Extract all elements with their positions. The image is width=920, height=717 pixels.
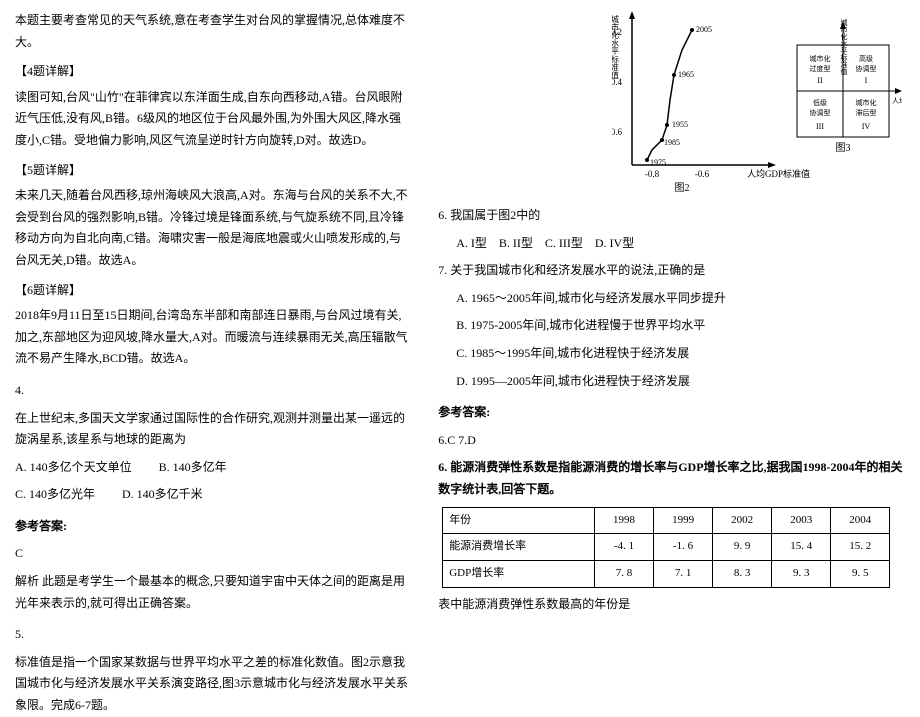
q4-detail-body: 读图可知,台风"山竹"在菲律宾以东洋面生成,自东向西移动,A错。台风眼附近气压低… (15, 87, 408, 152)
q7-line: 7. 关于我国城市化和经济发展水平的说法,正确的是 (438, 260, 905, 282)
svg-text:1975: 1975 (650, 158, 666, 167)
q4-choices: A. 140多亿个天文单位 B. 140多亿年 (15, 457, 408, 479)
q4-answer-label: 参考答案: (15, 516, 408, 538)
r2c2: 7. 1 (654, 561, 713, 588)
table-header-row: 年份 1998 1999 2002 2003 2004 (443, 507, 890, 534)
th-1999: 1999 (654, 507, 713, 534)
q5-stem: 标准值是指一个国家某数据与世界平均水平之差的标准化数值。图2示意我国城市化与经济… (15, 652, 408, 717)
svg-text:I: I (865, 76, 868, 85)
q7-opt-d: D. 1995—2005年间,城市化进程快于经济发展 (456, 371, 905, 393)
svg-text:-0.6: -0.6 (695, 169, 710, 179)
q7-num: 7. (438, 263, 447, 277)
q7-choices: A. 1965～2005年间,城市化与经济发展水平同步提升 B. 1975-20… (438, 288, 905, 392)
r2c5: 9. 5 (831, 561, 890, 588)
svg-text:城市化: 城市化 (809, 54, 830, 63)
q6-choices: A. I型 B. II型 C. III型 D. IV型 (438, 233, 905, 255)
svg-text:人均GDP标准值: 人均GDP标准值 (892, 96, 902, 105)
left-column: 本题主要考查常见的天气系统,意在考查学生对台风的掌握情况,总体难度不大。 【4题… (0, 0, 423, 651)
th-year: 年份 (443, 507, 595, 534)
th-2004: 2004 (831, 507, 890, 534)
svg-text:-0.6: -0.6 (612, 127, 622, 137)
r2c0: GDP增长率 (443, 561, 595, 588)
table-row: GDP增长率 7. 8 7. 1 8. 3 9. 3 9. 5 (443, 561, 890, 588)
q4-explanation: 解析 此题是考学生一个最基本的概念,只要知道宇宙中天体之间的距离是用光年来表示的… (15, 571, 408, 614)
q4-opt-c: C. 140多亿光年 (15, 484, 95, 506)
answer-label-67: 参考答案: (438, 402, 905, 424)
svg-text:城市化水平标准值: 城市化水平标准值 (612, 15, 620, 80)
q6-opt-a: A. I型 (456, 236, 487, 250)
q6-detail-label: 【6题详解】 (15, 280, 408, 302)
q6-line: 6. 我国属于图2中的 (438, 205, 905, 227)
r1c4: 15. 4 (772, 534, 831, 561)
q7-stem: 关于我国城市化和经济发展水平的说法,正确的是 (450, 263, 705, 277)
svg-text:协调型: 协调型 (809, 108, 830, 117)
svg-text:2005: 2005 (696, 25, 712, 34)
answer-67: 6.C 7.D (438, 430, 905, 452)
svg-text:协调型: 协调型 (855, 64, 876, 73)
r2c4: 9. 3 (772, 561, 831, 588)
q6-detail-body: 2018年9月11日至15日期间,台湾岛东半部和南部连日暴雨,与台风过境有关,加… (15, 305, 408, 370)
svg-text:低级: 低级 (813, 98, 827, 107)
q7-opt-b: B. 1975-2005年间,城市化进程慢于世界平均水平 (456, 315, 905, 337)
q4-choices-2: C. 140多亿光年 D. 140多亿千米 (15, 484, 408, 506)
svg-text:II: II (817, 76, 823, 85)
intro-text: 本题主要考查常见的天气系统,意在考查学生对台风的掌握情况,总体难度不大。 (15, 10, 408, 53)
energy-table: 年份 1998 1999 2002 2003 2004 能源消费增长率 -4. … (442, 507, 890, 588)
q6-opt-b: B. II型 (499, 236, 533, 250)
q5-detail-body: 未来几天,随着台风西移,琼州海峡风大浪高,A对。东海与台风的关系不大,不会受到台… (15, 185, 408, 271)
table-row: 能源消费增长率 -4. 1 -1. 6 9. 9 15. 4 15. 2 (443, 534, 890, 561)
figure-block: -0.2 -0.4 -0.6 -0.8 -0.6 人均GDP标准值 1975 1… (612, 5, 902, 195)
svg-text:图3: 图3 (835, 142, 850, 154)
svg-text:-0.8: -0.8 (645, 169, 660, 179)
svg-text:城市化水平标准值: 城市化水平标准值 (840, 19, 848, 76)
r1c3: 9. 9 (713, 534, 772, 561)
q4-answer: C (15, 543, 408, 565)
q6b-followup: 表中能源消费弹性系数最高的年份是 (438, 594, 905, 616)
th-2003: 2003 (772, 507, 831, 534)
r1c0: 能源消费增长率 (443, 534, 595, 561)
q4-opt-a: A. 140多亿个天文单位 (15, 457, 132, 479)
svg-text:人均GDP标准值: 人均GDP标准值 (747, 168, 810, 179)
svg-text:1965: 1965 (678, 70, 694, 79)
r1c1: -4. 1 (595, 534, 654, 561)
svg-text:滞后型: 滞后型 (855, 108, 876, 117)
q7-opt-c: C. 1985～1995年间,城市化进程快于经济发展 (456, 343, 905, 365)
q4-detail-label: 【4题详解】 (15, 61, 408, 83)
q4-opt-d: D. 140多亿千米 (122, 484, 203, 506)
svg-text:1985: 1985 (664, 138, 680, 147)
r2c3: 8. 3 (713, 561, 772, 588)
q6-opt-d: D. IV型 (595, 236, 634, 250)
q6b-line: 6. 能源消费弹性系数是指能源消费的增长率与GDP增长率之比,据我国1998-2… (438, 457, 905, 500)
q4-number: 4. (15, 380, 408, 402)
svg-text:高级: 高级 (859, 54, 873, 63)
r2c1: 7. 8 (595, 561, 654, 588)
q5-detail-label: 【5题详解】 (15, 160, 408, 182)
right-column: -0.2 -0.4 -0.6 -0.8 -0.6 人均GDP标准值 1975 1… (423, 0, 920, 651)
svg-text:城市化: 城市化 (855, 98, 876, 107)
th-1998: 1998 (595, 507, 654, 534)
figures-svg: -0.2 -0.4 -0.6 -0.8 -0.6 人均GDP标准值 1975 1… (612, 5, 902, 195)
q6-opt-c: C. III型 (545, 236, 583, 250)
svg-text:IV: IV (862, 122, 871, 131)
r1c5: 15. 2 (831, 534, 890, 561)
q7-opt-a: A. 1965～2005年间,城市化与经济发展水平同步提升 (456, 288, 905, 310)
q6-stem: 我国属于图2中的 (450, 208, 540, 222)
svg-text:图2: 图2 (674, 182, 689, 194)
th-2002: 2002 (713, 507, 772, 534)
svg-text:1955: 1955 (672, 120, 688, 129)
svg-text:过度型: 过度型 (809, 64, 830, 73)
q5-number: 5. (15, 624, 408, 646)
q6-num: 6. (438, 208, 447, 222)
q4-stem: 在上世纪末,多国天文学家通过国际性的合作研究,观测并测量出某一遥远的旋涡星系,该… (15, 408, 408, 451)
q6b-stem: 能源消费弹性系数是指能源消费的增长率与GDP增长率之比,据我国1998-2004… (438, 460, 902, 496)
svg-text:III: III (816, 122, 824, 131)
q6b-num: 6. (438, 460, 447, 474)
r1c2: -1. 6 (654, 534, 713, 561)
q4-opt-b: B. 140多亿年 (159, 457, 227, 479)
